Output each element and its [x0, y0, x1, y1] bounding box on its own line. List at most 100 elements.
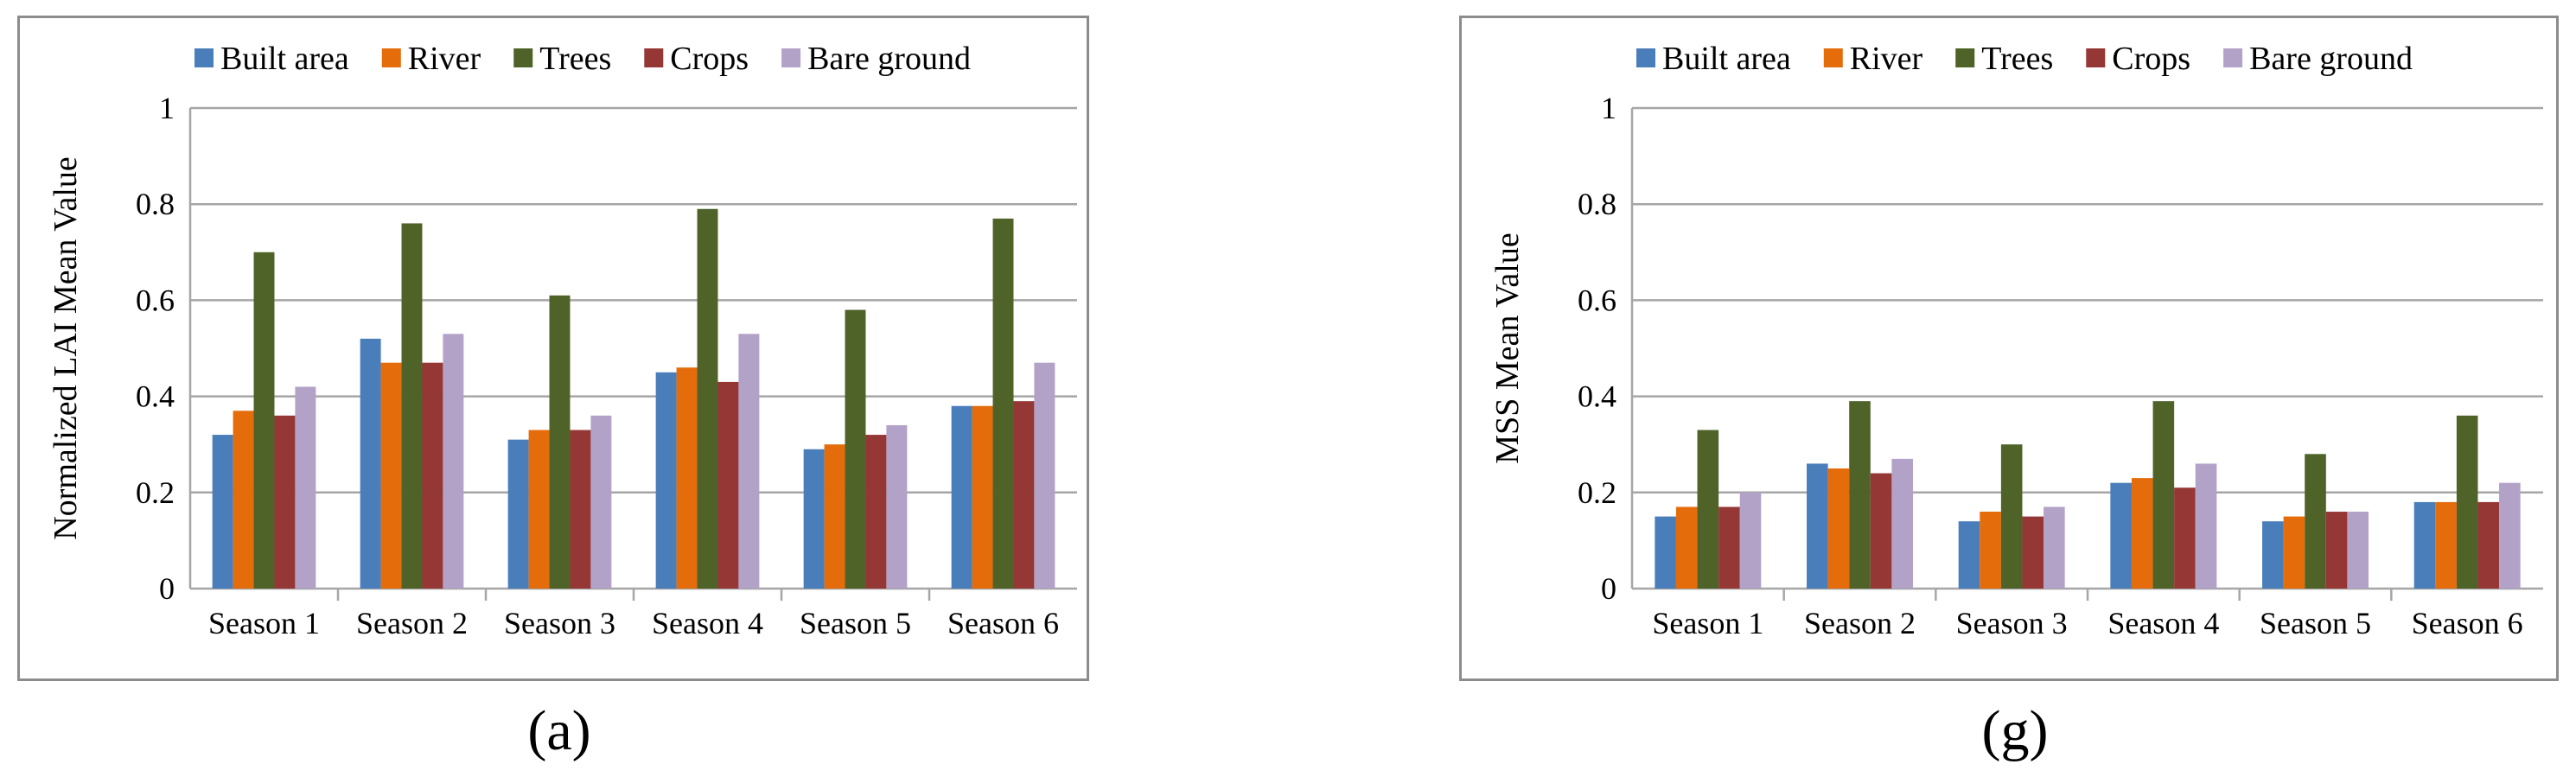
y-tick-label: 0.2 [1578, 475, 1616, 510]
legend-swatch [513, 48, 533, 67]
bar-crops [1013, 401, 1035, 589]
chart-a-svg: 0 0.2 0.4 0.6 0.8 1 Normalized LAI Mean Value S… [17, 16, 1089, 681]
panel-label-a: (a) [527, 699, 591, 762]
bar-river [676, 367, 698, 589]
y-tick-label: 0.4 [136, 379, 175, 414]
bar-crops [2022, 516, 2044, 589]
bar-built-area [2262, 521, 2284, 589]
bar-crops [570, 430, 591, 589]
bar-bare-ground [1739, 492, 1762, 589]
bar-built-area [212, 435, 233, 589]
bar-trees [697, 208, 718, 589]
bar-built-area [1958, 521, 1980, 589]
x-tick-label: Season 6 [947, 606, 1059, 640]
bar-bare-ground [443, 334, 464, 589]
legend-label: River [1850, 41, 1923, 77]
y-tick-label: 0.6 [136, 283, 175, 317]
bar-river [2283, 516, 2305, 589]
chart-panel-g: 0 0.2 0.4 0.6 0.8 1 MSS Mean Value Season 1 Seas… [1459, 16, 2559, 681]
x-tick-label: Season 2 [1804, 606, 1916, 640]
bar-river [972, 405, 993, 589]
bar-crops [2174, 487, 2196, 589]
y-tick-label: 0.8 [1578, 187, 1616, 221]
x-tick-label: Season 1 [208, 606, 320, 640]
bar-river [824, 444, 845, 589]
bar-trees [401, 223, 423, 589]
y-axis-label: Normalized LAI Mean Value [48, 156, 84, 540]
y-tick-label: 0.6 [1578, 283, 1616, 317]
y-tick-label: 0.2 [136, 475, 175, 510]
bar-river [380, 362, 402, 589]
chart-panel-a: 0 0.2 0.4 0.6 0.8 1 Normalized LAI Mean Value S… [17, 16, 1089, 681]
bar-built-area [951, 405, 972, 589]
bar-river [2131, 478, 2153, 589]
chart-g-svg: 0 0.2 0.4 0.6 0.8 1 MSS Mean Value Season 1 Seas… [1459, 16, 2559, 681]
panel-label-g: (g) [1981, 699, 2049, 762]
bar-built-area [360, 338, 381, 589]
legend-swatch [644, 48, 664, 67]
legend-label: Trees [539, 41, 611, 77]
legend-swatch [1636, 48, 1655, 67]
bar-trees [1697, 430, 1719, 589]
legend-label: Crops [2112, 41, 2190, 77]
bar-river [528, 430, 550, 589]
x-tick-label: Season 1 [1652, 606, 1763, 640]
bar-bare-ground [2347, 512, 2369, 589]
bar-river [1827, 468, 1850, 589]
legend-label: Bare ground [807, 41, 971, 77]
bar-trees [549, 295, 571, 589]
y-tick-label: 0.8 [136, 187, 175, 221]
legend-label: Built area [1662, 41, 1791, 77]
bar-bare-ground [2044, 506, 2065, 589]
bar-river [1980, 512, 2001, 589]
bar-trees [253, 252, 275, 589]
bar-built-area [1807, 463, 1828, 589]
legend-swatch [381, 48, 401, 67]
bar-bare-ground [295, 386, 316, 589]
bar-crops [717, 381, 739, 589]
bar-built-area [2413, 501, 2436, 589]
bar-bare-ground [2499, 482, 2521, 589]
legend-label: Bare ground [2249, 41, 2413, 77]
bar-river [233, 411, 254, 589]
legend-swatch [2223, 48, 2243, 67]
bar-crops [422, 362, 443, 589]
y-tick-label: 1 [1601, 91, 1616, 125]
y-tick-label: 0 [159, 571, 175, 606]
y-tick-label: 1 [159, 91, 175, 125]
bar-trees [2152, 401, 2175, 589]
bar-bare-ground [1891, 458, 1913, 589]
bar-river [2435, 501, 2457, 589]
bar-bare-ground [738, 334, 760, 589]
legend-swatch [194, 48, 214, 67]
y-axis-label: MSS Mean Value [1489, 232, 1526, 463]
bar-bare-ground [590, 415, 612, 589]
bar-built-area [803, 449, 825, 589]
bar-trees [1849, 401, 1871, 589]
bar-bare-ground [2195, 463, 2217, 589]
x-tick-label: Season 2 [356, 606, 468, 640]
bar-built-area [1655, 516, 1676, 589]
legend-swatch [781, 48, 801, 67]
x-tick-label: Season 4 [2107, 606, 2219, 640]
y-tick-label: 0 [1601, 571, 1616, 606]
bar-crops [865, 435, 887, 589]
x-tick-label: Season 5 [2260, 606, 2371, 640]
legend-label: Built area [220, 41, 349, 77]
bar-crops [274, 415, 296, 589]
bar-trees [2000, 444, 2023, 589]
bar-built-area [655, 372, 677, 589]
x-tick-label: Season 5 [800, 606, 911, 640]
x-tick-label: Season 6 [2412, 606, 2523, 640]
bar-trees [992, 218, 1014, 589]
bar-bare-ground [886, 424, 908, 589]
legend-swatch [1823, 48, 1843, 67]
legend-swatch [1955, 48, 1975, 67]
bar-built-area [2110, 482, 2132, 589]
x-tick-label: Season 4 [652, 606, 763, 640]
bar-built-area [507, 439, 529, 589]
bar-crops [2325, 512, 2348, 589]
x-tick-label: Season 3 [1956, 606, 2068, 640]
bar-trees [2305, 454, 2326, 589]
bar-trees [845, 309, 866, 589]
